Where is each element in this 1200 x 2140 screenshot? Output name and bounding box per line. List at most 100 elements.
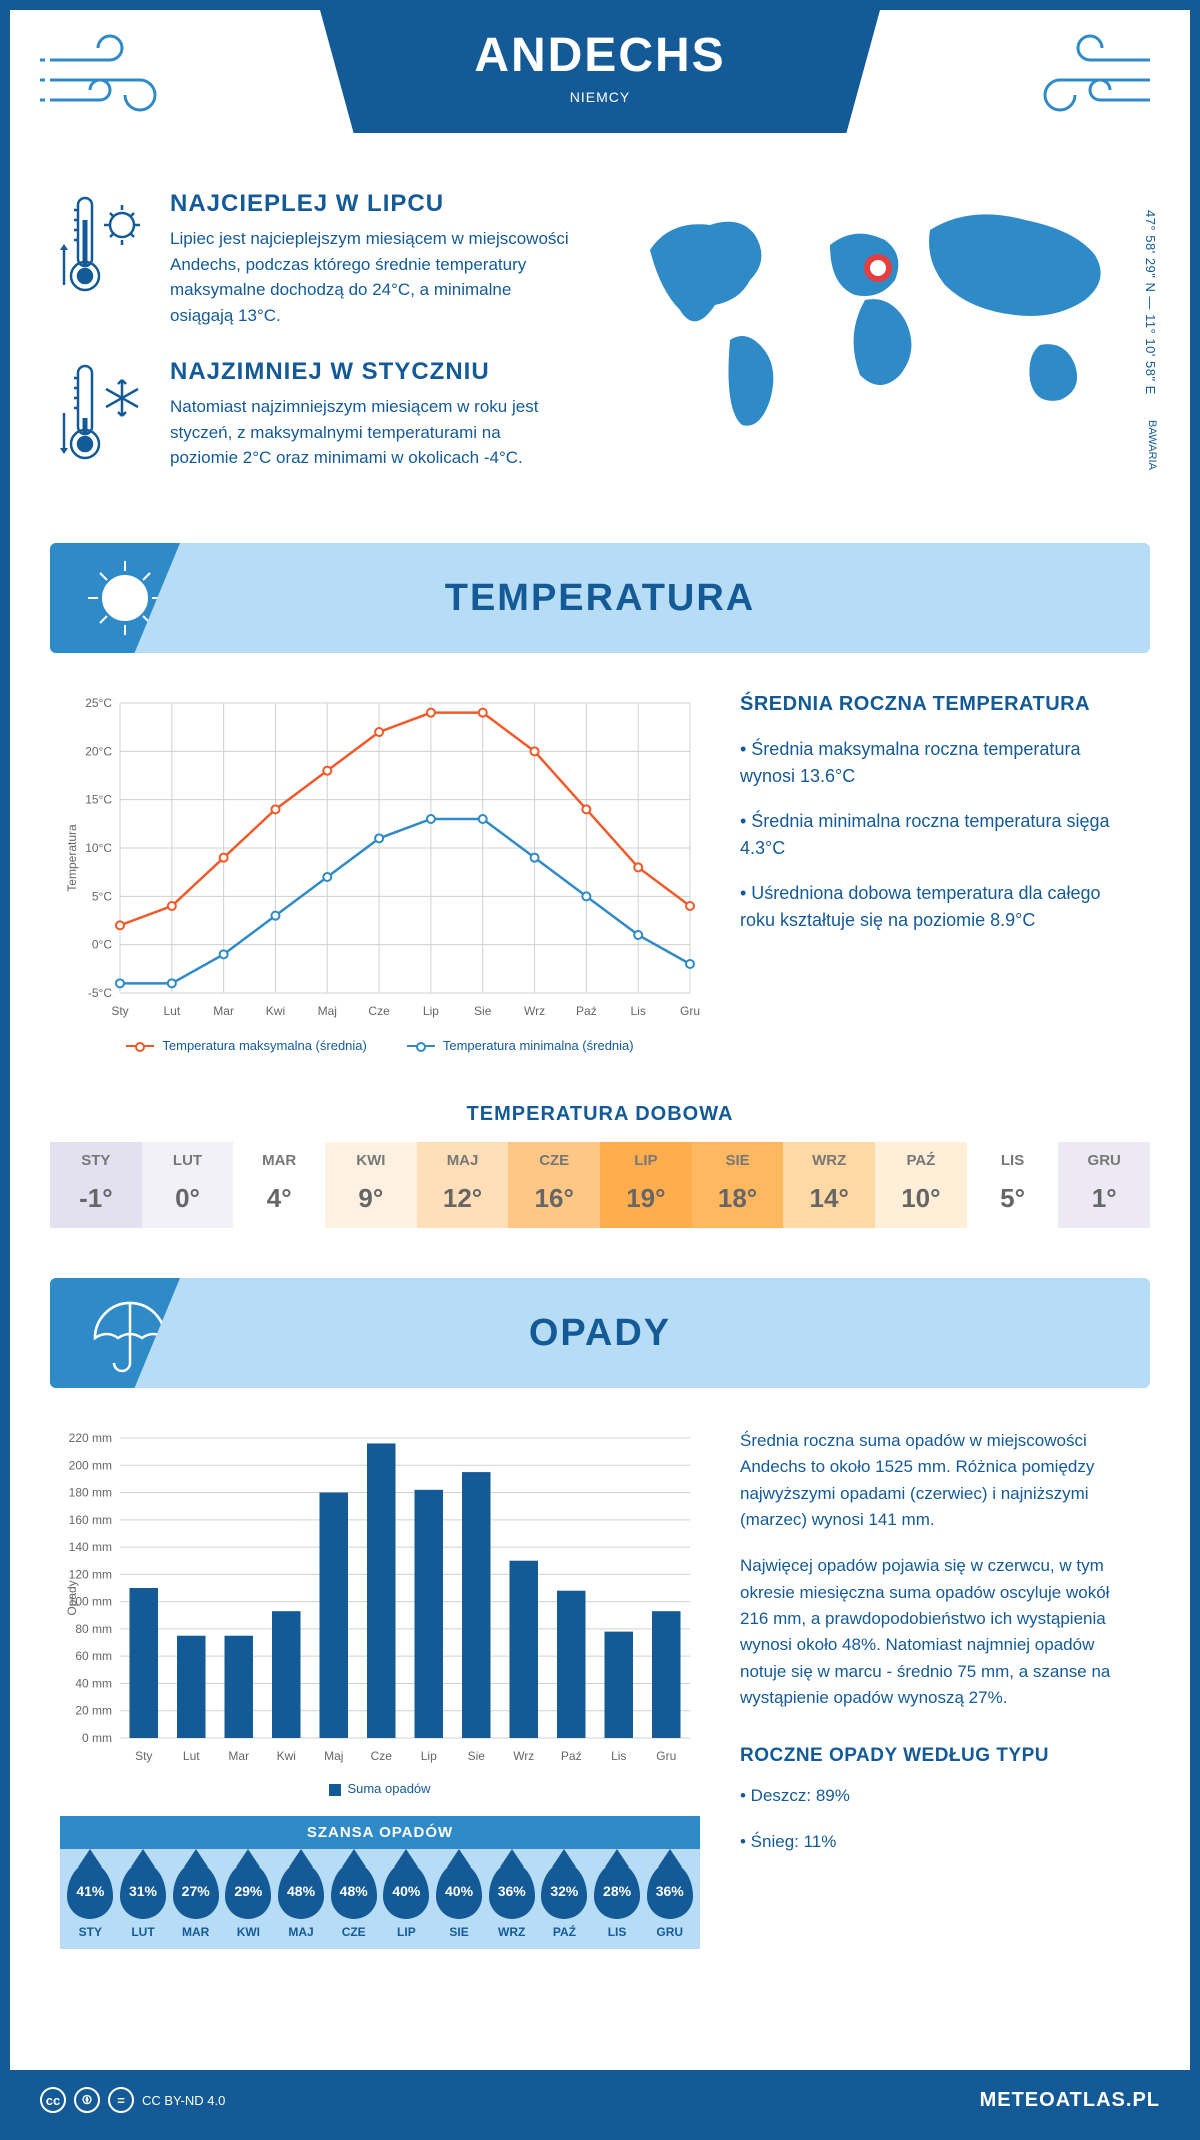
svg-text:Mar: Mar	[228, 1749, 249, 1763]
svg-text:160 mm: 160 mm	[69, 1513, 112, 1527]
svg-text:Cze: Cze	[371, 1749, 393, 1763]
precip-type-bullet: • Deszcz: 89%	[740, 1783, 1140, 1809]
precip-chart: 0 mm20 mm40 mm60 mm80 mm100 mm120 mm140 …	[60, 1428, 700, 1949]
raindrop-icon: 48%	[278, 1863, 324, 1919]
daily-temp-value: 16°	[508, 1183, 600, 1214]
infographic-frame: ANDECHS NIEMCY NAJCIEPLEJ W LIPCU Lipiec…	[0, 0, 1200, 2140]
legend-max-label: Temperatura maksymalna (średnia)	[162, 1038, 366, 1053]
daily-temp-value: 9°	[325, 1183, 417, 1214]
svg-text:Gru: Gru	[680, 1004, 700, 1018]
fact-hot-heading: NAJCIEPLEJ W LIPCU	[170, 190, 570, 218]
daily-temp-cell: SIE18°	[692, 1142, 784, 1228]
chance-cell: 36%WRZ	[485, 1863, 538, 1939]
daily-temp-value: 12°	[417, 1183, 509, 1214]
svg-text:220 mm: 220 mm	[69, 1431, 112, 1445]
precip-legend-label: Suma opadów	[347, 1781, 430, 1796]
raindrop-icon: 27%	[173, 1863, 219, 1919]
chance-cell: 27%MAR	[169, 1863, 222, 1939]
daily-temp-cell: LIS5°	[967, 1142, 1059, 1228]
legend-min-label: Temperatura minimalna (średnia)	[443, 1038, 634, 1053]
title-banner: ANDECHS NIEMCY	[320, 10, 880, 133]
raindrop-icon: 28%	[594, 1863, 640, 1919]
daily-month-label: KWI	[325, 1152, 417, 1169]
chance-cell: 41%STY	[64, 1863, 117, 1939]
svg-text:200 mm: 200 mm	[69, 1458, 112, 1472]
chance-month-label: WRZ	[485, 1925, 538, 1939]
daily-temp-value: 4°	[233, 1183, 325, 1214]
chance-heading: SZANSA OPADÓW	[60, 1816, 700, 1849]
daily-month-label: LUT	[142, 1152, 234, 1169]
precip-para2: Najwięcej opadów pojawia się w czerwcu, …	[740, 1553, 1140, 1711]
intro-row: NAJCIEPLEJ W LIPCU Lipiec jest najcieple…	[10, 170, 1190, 543]
svg-text:80 mm: 80 mm	[75, 1622, 112, 1636]
daily-month-label: MAJ	[417, 1152, 509, 1169]
precip-para1: Średnia roczna suma opadów w miejscowośc…	[740, 1428, 1140, 1533]
svg-text:25°C: 25°C	[85, 696, 112, 710]
chance-cell: 36%GRU	[643, 1863, 696, 1939]
daily-temp-value: 10°	[875, 1183, 967, 1214]
svg-text:Lis: Lis	[611, 1749, 626, 1763]
chance-cell: 28% LIS	[591, 1863, 644, 1939]
footer: cc 🅯 = CC BY-ND 4.0 METEOATLAS.PL	[10, 2070, 1190, 2130]
raindrop-icon: 40%	[436, 1863, 482, 1919]
chance-month-label: LIS	[591, 1925, 644, 1939]
daily-temp-cell: STY-1°	[50, 1142, 142, 1228]
precip-legend: Suma opadów	[60, 1781, 700, 1796]
svg-text:Lis: Lis	[631, 1004, 646, 1018]
svg-text:Lip: Lip	[421, 1749, 437, 1763]
chance-month-label: PAŹ	[538, 1925, 591, 1939]
chance-cell: 29%KWI	[222, 1863, 275, 1939]
daily-temp-value: 19°	[600, 1183, 692, 1214]
fact-hot-body: Lipiec jest najcieplejszym miesiącem w m…	[170, 226, 570, 328]
daily-temp-cell: PAŹ10°	[875, 1142, 967, 1228]
daily-month-label: GRU	[1058, 1152, 1150, 1169]
daily-month-label: STY	[50, 1152, 142, 1169]
precip-type-bullet: • Śnieg: 11%	[740, 1829, 1140, 1855]
temperature-bullet: • Średnia minimalna roczna temperatura s…	[740, 808, 1140, 862]
svg-text:20 mm: 20 mm	[75, 1704, 112, 1718]
chance-month-label: LIP	[380, 1925, 433, 1939]
temperature-summary-heading: ŚREDNIA ROCZNA TEMPERATURA	[740, 693, 1140, 716]
fact-cold-body: Natomiast najzimniejszym miesiącem w rok…	[170, 394, 570, 471]
sun-icon	[50, 543, 180, 653]
chance-month-label: GRU	[643, 1925, 696, 1939]
daily-temp-cell: GRU 1°	[1058, 1142, 1150, 1228]
raindrop-icon: 29%	[225, 1863, 271, 1919]
svg-text:Paź: Paź	[561, 1749, 582, 1763]
daily-month-label: CZE	[508, 1152, 600, 1169]
raindrop-icon: 32%	[541, 1863, 587, 1919]
daily-temp-cell: KWI 9°	[325, 1142, 417, 1228]
daily-month-label: LIP	[600, 1152, 692, 1169]
svg-text:Opady: Opady	[65, 1580, 79, 1615]
temperature-bullet: • Uśredniona dobowa temperatura dla całe…	[740, 880, 1140, 934]
fact-hot: NAJCIEPLEJ W LIPCU Lipiec jest najcieple…	[60, 190, 590, 328]
precip-bytype-heading: ROCZNE OPADY WEDŁUG TYPU	[740, 1741, 1140, 1770]
world-map-icon	[620, 190, 1140, 450]
svg-text:10°C: 10°C	[85, 841, 112, 855]
svg-text:60 mm: 60 mm	[75, 1649, 112, 1663]
thermometer-sun-icon	[60, 190, 150, 328]
daily-month-label: SIE	[692, 1152, 784, 1169]
brand-label: METEOATLAS.PL	[980, 2089, 1160, 2112]
header: ANDECHS NIEMCY	[10, 10, 1190, 170]
daily-temp-strip: STY-1°LUT0°MAR4°KWI9°MAJ12°CZE16°LIP19°S…	[50, 1142, 1150, 1228]
temperature-body: -5°C0°C5°C10°C15°C20°C25°CStyLutMarKwiMa…	[10, 653, 1190, 1083]
daily-temp-value: 14°	[783, 1183, 875, 1214]
temperature-heading: TEMPERATURA	[445, 577, 756, 620]
daily-temp-value: 1°	[1058, 1183, 1150, 1214]
svg-text:180 mm: 180 mm	[69, 1486, 112, 1500]
wind-icon	[40, 30, 190, 135]
umbrella-icon	[50, 1278, 180, 1388]
svg-text:Wrz: Wrz	[513, 1749, 534, 1763]
svg-text:120 mm: 120 mm	[69, 1567, 112, 1581]
svg-text:140 mm: 140 mm	[69, 1540, 112, 1554]
precip-heading: OPADY	[529, 1312, 671, 1355]
coordinates-label: 47° 58' 29" N — 11° 10' 58" E	[1143, 210, 1158, 395]
raindrop-icon: 48%	[331, 1863, 377, 1919]
svg-text:15°C: 15°C	[85, 793, 112, 807]
license-block: cc 🅯 = CC BY-ND 4.0	[40, 2087, 225, 2113]
chance-cell: 40%LIP	[380, 1863, 433, 1939]
chance-month-label: MAJ	[275, 1925, 328, 1939]
svg-text:Lut: Lut	[163, 1004, 180, 1018]
temperature-bullet: • Średnia maksymalna roczna temperatura …	[740, 736, 1140, 790]
